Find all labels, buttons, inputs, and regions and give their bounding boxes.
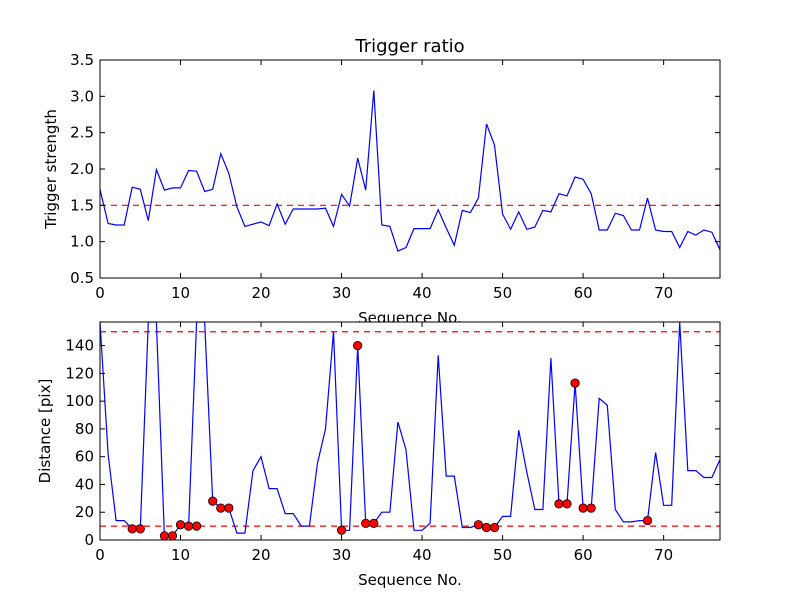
axis-ticks: 0 10 20 30 40 50 60 70 0.5 1.0 1.5 2.0 2.5 3.0 3.5 — [70, 51, 720, 302]
y-axis-label: Trigger strength — [42, 109, 60, 230]
data-point-marker — [183, 521, 194, 531]
y-tick-label: 60 — [75, 448, 94, 466]
data-point-marker — [192, 521, 202, 531]
y-tick-label: 0 — [84, 531, 94, 549]
x-tick-label: 0 — [95, 284, 105, 302]
x-tick-label: 70 — [654, 546, 673, 564]
x-axis-label: Sequence No. — [358, 571, 462, 589]
data-point-marker — [216, 503, 226, 513]
x-tick-label: 30 — [332, 546, 351, 564]
data-point-marker — [369, 518, 379, 528]
data-point-marker — [353, 341, 363, 351]
x-tick-label: 70 — [654, 284, 673, 302]
y-tick-label: 3.5 — [70, 51, 94, 69]
y-tick-label: 80 — [75, 420, 94, 438]
data-point-marker — [336, 525, 347, 535]
x-tick-label: 20 — [251, 546, 270, 564]
x-tick-label: 10 — [171, 284, 190, 302]
data-point-marker — [481, 522, 492, 533]
data-point-marker — [578, 503, 588, 513]
data-point-marker — [159, 531, 170, 541]
y-tick-label: 140 — [65, 337, 94, 355]
plot-frame — [99, 321, 721, 541]
chart-title: Trigger ratio — [354, 36, 464, 57]
data-point-marker — [135, 524, 145, 534]
y-tick-label: 2.5 — [70, 124, 94, 142]
plot-clip — [100, 322, 720, 537]
data-point-marker — [642, 515, 653, 526]
trigger-ratio-chart: Trigger ratio 0 10 20 30 40 50 60 70 0.5 1.0 1.5 2.… — [42, 36, 721, 327]
axis-ticks: 0 10 20 30 40 50 60 70 0 20 40 60 80 100 120 140 — [65, 322, 720, 564]
x-tick-label: 50 — [493, 284, 512, 302]
series-line — [100, 90, 720, 252]
y-tick-label: 100 — [65, 392, 94, 410]
plot-content — [100, 322, 720, 541]
y-tick-label: 20 — [75, 503, 94, 521]
y-tick-label: 3.0 — [70, 87, 94, 105]
x-tick-label: 60 — [574, 546, 593, 564]
x-tick-label: 20 — [251, 284, 270, 302]
marker-group — [127, 341, 653, 541]
data-point-marker — [175, 520, 186, 530]
y-tick-label: 1.5 — [70, 196, 94, 214]
y-tick-label: 40 — [75, 475, 94, 493]
data-point-marker — [167, 531, 178, 541]
x-tick-label: 50 — [493, 546, 512, 564]
y-tick-label: 1.0 — [70, 233, 94, 251]
plot-area — [100, 60, 720, 278]
data-point-marker — [554, 499, 564, 509]
distance-chart: 0 10 20 30 40 50 60 70 0 20 40 60 80 100 120 140 Sequen… — [36, 321, 721, 589]
x-tick-label: 10 — [171, 546, 190, 564]
y-tick-label: 0.5 — [70, 269, 94, 287]
series-line — [100, 322, 720, 537]
plot-clip — [100, 90, 720, 252]
x-tick-label: 30 — [332, 284, 351, 302]
plot-content — [100, 90, 720, 252]
data-point-marker — [224, 503, 234, 513]
y-axis-label: Distance [pix] — [36, 379, 54, 484]
y-tick-label: 2.0 — [70, 160, 94, 178]
data-point-marker — [570, 378, 580, 388]
x-tick-label: 0 — [95, 546, 105, 564]
data-point-marker — [361, 518, 371, 528]
x-tick-label: 40 — [413, 284, 432, 302]
data-point-marker — [562, 499, 572, 509]
x-tick-label: 40 — [413, 546, 432, 564]
plot-area — [100, 322, 720, 540]
data-point-marker — [208, 496, 218, 506]
data-point-marker — [127, 524, 137, 534]
data-point-marker — [473, 520, 484, 530]
data-point-marker — [586, 503, 596, 513]
y-tick-label: 120 — [65, 364, 94, 382]
data-point-marker — [489, 522, 500, 533]
x-tick-label: 60 — [574, 284, 593, 302]
